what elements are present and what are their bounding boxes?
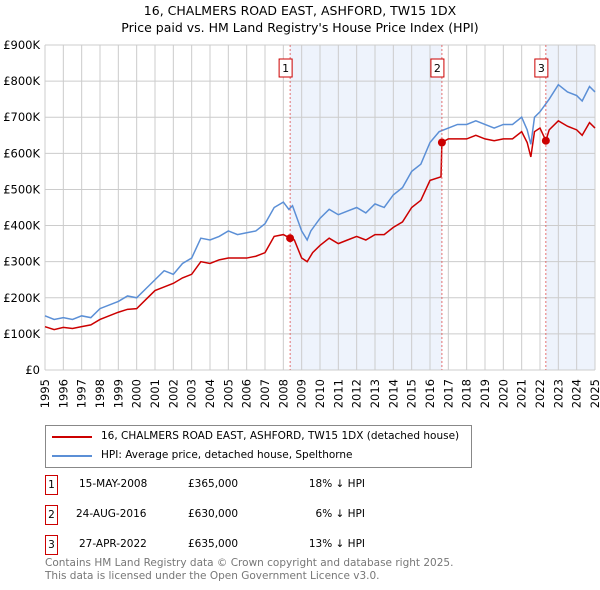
- x-tick-label: 2006: [240, 379, 254, 408]
- footer-licence: This data is licensed under the Open Gov…: [45, 570, 380, 582]
- sale-label: 2: [434, 62, 441, 75]
- y-tick-label: £800K: [3, 74, 40, 88]
- x-tick-label: 2017: [441, 379, 455, 408]
- x-tick-label: 1997: [75, 379, 89, 408]
- y-tick-label: £400K: [3, 219, 40, 233]
- y-tick-label: £100K: [3, 327, 40, 341]
- y-tick-label: £200K: [3, 291, 40, 305]
- sale-price: £365,000: [188, 478, 239, 490]
- x-tick-label: 2018: [460, 379, 474, 408]
- shaded-period: [545, 45, 595, 370]
- x-tick-label: 2012: [350, 379, 364, 408]
- sale-label: 1: [282, 62, 289, 75]
- footer-copyright: Contains HM Land Registry data © Crown c…: [45, 557, 454, 569]
- x-tick-label: 2009: [295, 379, 309, 408]
- x-tick-label: 2011: [331, 379, 345, 408]
- y-tick-label: £600K: [3, 146, 40, 160]
- series-line: [44, 83, 596, 321]
- plot-area: £0 £100K £200K £300K £400K £500K £600K £700K £80…: [3, 38, 600, 408]
- x-tick-label: 2013: [368, 379, 382, 408]
- chart-title: 16, CHALMERS ROAD EAST, ASHFORD, TW15 1D…: [143, 3, 457, 18]
- x-tick-label: 2025: [588, 379, 600, 408]
- x-tick-label: 2005: [221, 379, 235, 408]
- sale-marker: 2: [45, 505, 58, 525]
- sale-marker: 1: [45, 475, 58, 495]
- x-tick-label: 2015: [405, 379, 419, 408]
- chart-subtitle: Price paid vs. HM Land Registry's House …: [121, 20, 479, 35]
- x-tick-label: 2001: [148, 379, 162, 408]
- x-tick-label: 2021: [515, 379, 529, 408]
- x-tick-label: 1999: [111, 379, 125, 408]
- sale-label-box: [278, 58, 293, 78]
- x-tick-label: 1998: [93, 379, 107, 408]
- sale-hpi: 13% ↓ HPI: [308, 538, 365, 550]
- legend: 16, CHALMERS ROAD EAST, ASHFORD, TW15 1D…: [45, 425, 472, 468]
- y-tick-label: £500K: [3, 182, 40, 196]
- x-tick-label: 2024: [570, 379, 584, 408]
- x-tick-label: 2019: [478, 379, 492, 408]
- sale-point: [437, 138, 446, 147]
- x-tick-label: 2000: [130, 379, 144, 408]
- x-tick-label: 1995: [38, 379, 52, 408]
- sale-point: [286, 234, 295, 243]
- sale-label-box: [534, 58, 549, 78]
- x-tick-label: 2003: [185, 379, 199, 408]
- sale-hpi: 6% ↓ HPI: [315, 508, 365, 520]
- sale-label: 3: [538, 62, 545, 75]
- sale-row: 2 24-AUG-2016 £630,000 6% ↓ HPI: [45, 505, 375, 525]
- sale-label-box: [430, 58, 445, 78]
- legend-hpi: HPI: Average price, detached house, Spel…: [101, 449, 353, 461]
- sale-price: £635,000: [188, 538, 239, 550]
- y-tick-label: £0: [25, 363, 40, 377]
- sale-row: 1 15-MAY-2008 £365,000 18% ↓ HPI: [45, 475, 375, 495]
- sale-date: 27-APR-2022: [79, 538, 147, 550]
- y-tick-label: £700K: [3, 110, 40, 124]
- footer: Contains HM Land Registry data © Crown c…: [45, 557, 453, 583]
- x-tick-label: 2022: [533, 379, 547, 408]
- sale-hpi: 18% ↓ HPI: [308, 478, 365, 490]
- sale-date: 15-MAY-2008: [79, 478, 148, 490]
- x-tick-label: 2010: [313, 379, 327, 408]
- x-tick-label: 2004: [203, 379, 217, 408]
- x-tick-label: 2007: [258, 379, 272, 408]
- x-tick-label: 2002: [166, 379, 180, 408]
- x-tick-label: 2020: [496, 379, 510, 408]
- y-tick-label: £900K: [3, 38, 40, 52]
- series-line: [44, 119, 596, 331]
- sale-marker: 3: [45, 535, 58, 555]
- x-tick-label: 2008: [276, 379, 290, 408]
- sale-point: [541, 136, 550, 145]
- legend-property: 16, CHALMERS ROAD EAST, ASHFORD, TW15 1D…: [101, 430, 460, 442]
- x-tick-label: 2014: [386, 379, 400, 408]
- legend-blue-line: [52, 454, 92, 457]
- sale-price: £630,000: [188, 508, 239, 520]
- sale-date: 24-AUG-2016: [76, 508, 147, 520]
- y-tick-label: £300K: [3, 255, 40, 269]
- sale-row: 3 27-APR-2022 £635,000 13% ↓ HPI: [45, 535, 375, 555]
- legend-red-line: [52, 435, 92, 438]
- x-tick-label: 1996: [56, 379, 70, 408]
- shaded-period: [290, 45, 442, 370]
- x-tick-label: 2023: [551, 379, 565, 408]
- x-tick-label: 2016: [423, 379, 437, 408]
